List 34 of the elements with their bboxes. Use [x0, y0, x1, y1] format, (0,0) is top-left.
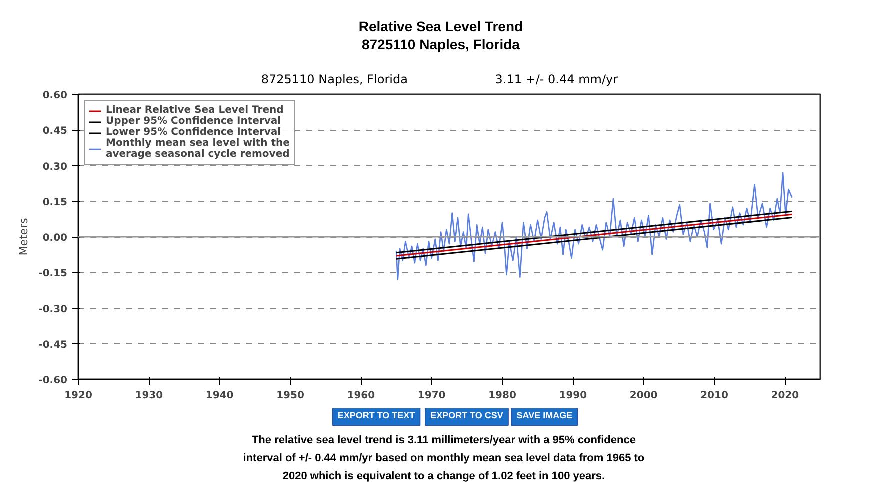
x-tick-label: 1940 — [206, 390, 234, 402]
legend-label: Upper 95% Confidence Interval — [106, 116, 282, 127]
x-tick-label: 2000 — [630, 390, 658, 402]
y-tick-label: -0.60 — [38, 376, 68, 386]
legend-label: Linear Relative Sea Level Trend — [106, 105, 284, 116]
y-tick-label: -0.15 — [38, 268, 68, 280]
y-tick-label: 0.60 — [42, 90, 68, 102]
legend-label: Lower 95% Confidence Interval — [106, 127, 282, 138]
legend-label: Monthly mean sea level with the average seasonal cycle removed — [106, 138, 290, 160]
x-tick-label: 1920 — [64, 390, 92, 402]
text: SAVE IMAGE — [516, 410, 573, 420]
text: 8725110 Naples, Florida — [362, 36, 520, 52]
x-tick-label: 2020 — [771, 390, 800, 402]
y-tick-label: 0.15 — [42, 197, 68, 208]
chart-subtitle: 8725110 Naples, Florida — [261, 72, 408, 86]
x-tick-label: 2010 — [700, 390, 728, 402]
text: The relative sea level trend is 3.11 millimeters/year with a 95% confidence interval of +/- 0.44 mm/yr based on monthly mean sea level data from 1965 to 2020 which is equivalent to a change of 1.02 feet in 100 years. — [243, 434, 645, 482]
text: 3.11 +/- 0.44 mm/yr — [495, 72, 618, 86]
text: EXPORT TO TEXT — [338, 410, 416, 420]
y-tick-label: 0.00 — [42, 233, 68, 244]
x-tick-label: 1960 — [347, 390, 376, 402]
x-tick-label: 1990 — [559, 390, 588, 402]
y-axis-title: Meters — [18, 218, 31, 256]
text: EXPORT TO CSV — [430, 410, 504, 420]
y-tick-label: 0.30 — [42, 162, 68, 173]
y-tick-label: 0.45 — [42, 126, 68, 138]
line-series — [396, 172, 793, 280]
y-tick-label: -0.45 — [38, 340, 68, 351]
chart-title: Relative Sea Level Trend — [358, 18, 524, 34]
y-tick-label: -0.30 — [38, 304, 68, 316]
x-tick-label: 1970 — [418, 390, 446, 402]
x-tick-label: 1950 — [276, 390, 304, 402]
x-tick-label: 1930 — [135, 390, 164, 402]
x-tick-label: 1980 — [488, 390, 516, 402]
